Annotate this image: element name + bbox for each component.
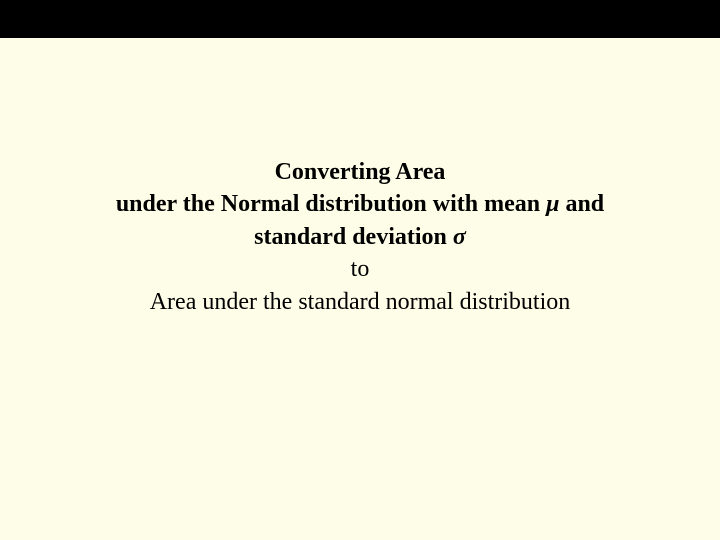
slide-text-block: Converting Area under the Normal distrib… — [70, 156, 650, 318]
mu-symbol: μ — [546, 191, 559, 217]
line2-prefix: under the Normal distribution with mean — [116, 191, 546, 217]
heading-line-3: standard deviation σ — [70, 221, 650, 253]
line-5: Area under the standard normal distribut… — [70, 286, 650, 318]
heading-line-1: Converting Area — [70, 156, 650, 188]
line2-suffix: and — [559, 191, 604, 217]
line3-prefix: standard deviation — [254, 224, 453, 250]
slide-body: Converting Area under the Normal distrib… — [0, 38, 720, 540]
line-4: to — [70, 253, 650, 285]
heading-line-2: under the Normal distribution with mean … — [70, 188, 650, 220]
sigma-symbol: σ — [453, 224, 466, 250]
